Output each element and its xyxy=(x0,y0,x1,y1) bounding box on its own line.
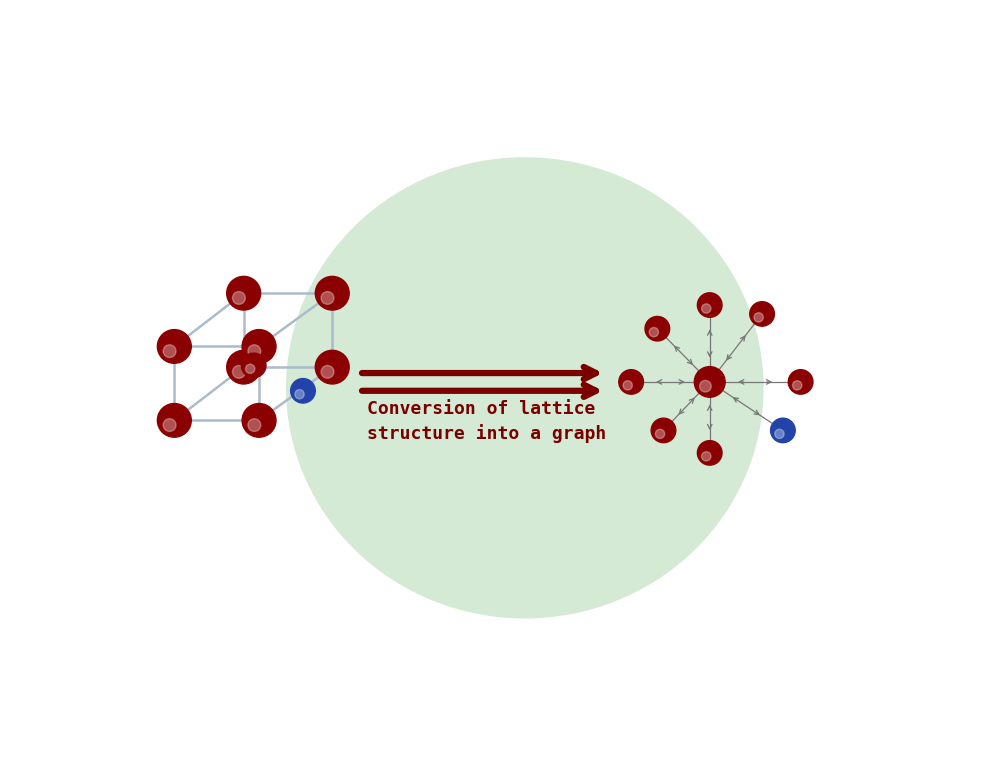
Circle shape xyxy=(243,329,276,363)
Circle shape xyxy=(749,302,774,326)
Circle shape xyxy=(651,418,676,442)
Circle shape xyxy=(698,441,722,465)
Circle shape xyxy=(242,353,266,378)
Circle shape xyxy=(619,369,643,394)
Circle shape xyxy=(315,350,349,384)
Circle shape xyxy=(695,366,726,397)
Circle shape xyxy=(248,345,260,358)
Circle shape xyxy=(788,369,813,394)
Circle shape xyxy=(163,419,176,432)
Circle shape xyxy=(157,403,191,437)
Circle shape xyxy=(233,292,246,304)
Circle shape xyxy=(702,304,711,313)
Circle shape xyxy=(227,276,260,310)
Circle shape xyxy=(248,419,260,432)
Circle shape xyxy=(227,350,260,384)
Circle shape xyxy=(698,293,722,317)
Circle shape xyxy=(649,327,659,337)
Circle shape xyxy=(295,389,304,399)
Circle shape xyxy=(700,380,712,392)
Text: Conversion of lattice
structure into a graph: Conversion of lattice structure into a g… xyxy=(367,399,606,443)
Circle shape xyxy=(321,292,334,304)
Circle shape xyxy=(770,418,795,442)
Circle shape xyxy=(157,329,191,363)
Circle shape xyxy=(246,364,254,373)
Circle shape xyxy=(655,429,665,439)
Circle shape xyxy=(315,276,349,310)
Circle shape xyxy=(233,366,246,379)
Circle shape xyxy=(754,313,763,322)
Circle shape xyxy=(623,381,632,390)
Circle shape xyxy=(792,381,802,390)
Circle shape xyxy=(702,452,711,461)
Circle shape xyxy=(774,429,784,439)
Circle shape xyxy=(321,366,334,379)
Ellipse shape xyxy=(286,157,763,618)
Circle shape xyxy=(243,403,276,437)
Circle shape xyxy=(645,316,670,341)
Circle shape xyxy=(290,379,315,403)
Circle shape xyxy=(163,345,176,358)
